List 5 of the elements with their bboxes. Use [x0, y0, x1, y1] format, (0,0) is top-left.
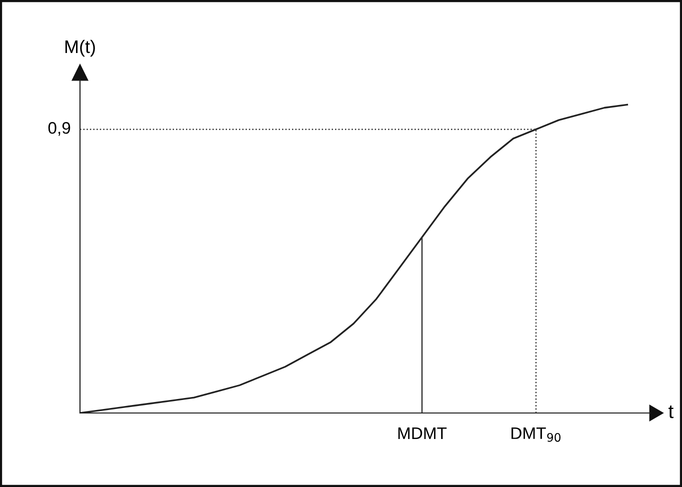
x-tick-label: MDMT [398, 428, 447, 439]
ref-line-label: 0,9 [48, 122, 70, 136]
x-tick-label: DMT$_{90}$ [512, 427, 560, 442]
y-axis-title: M(t) [65, 40, 95, 57]
x-axis-title: t [668, 405, 674, 418]
